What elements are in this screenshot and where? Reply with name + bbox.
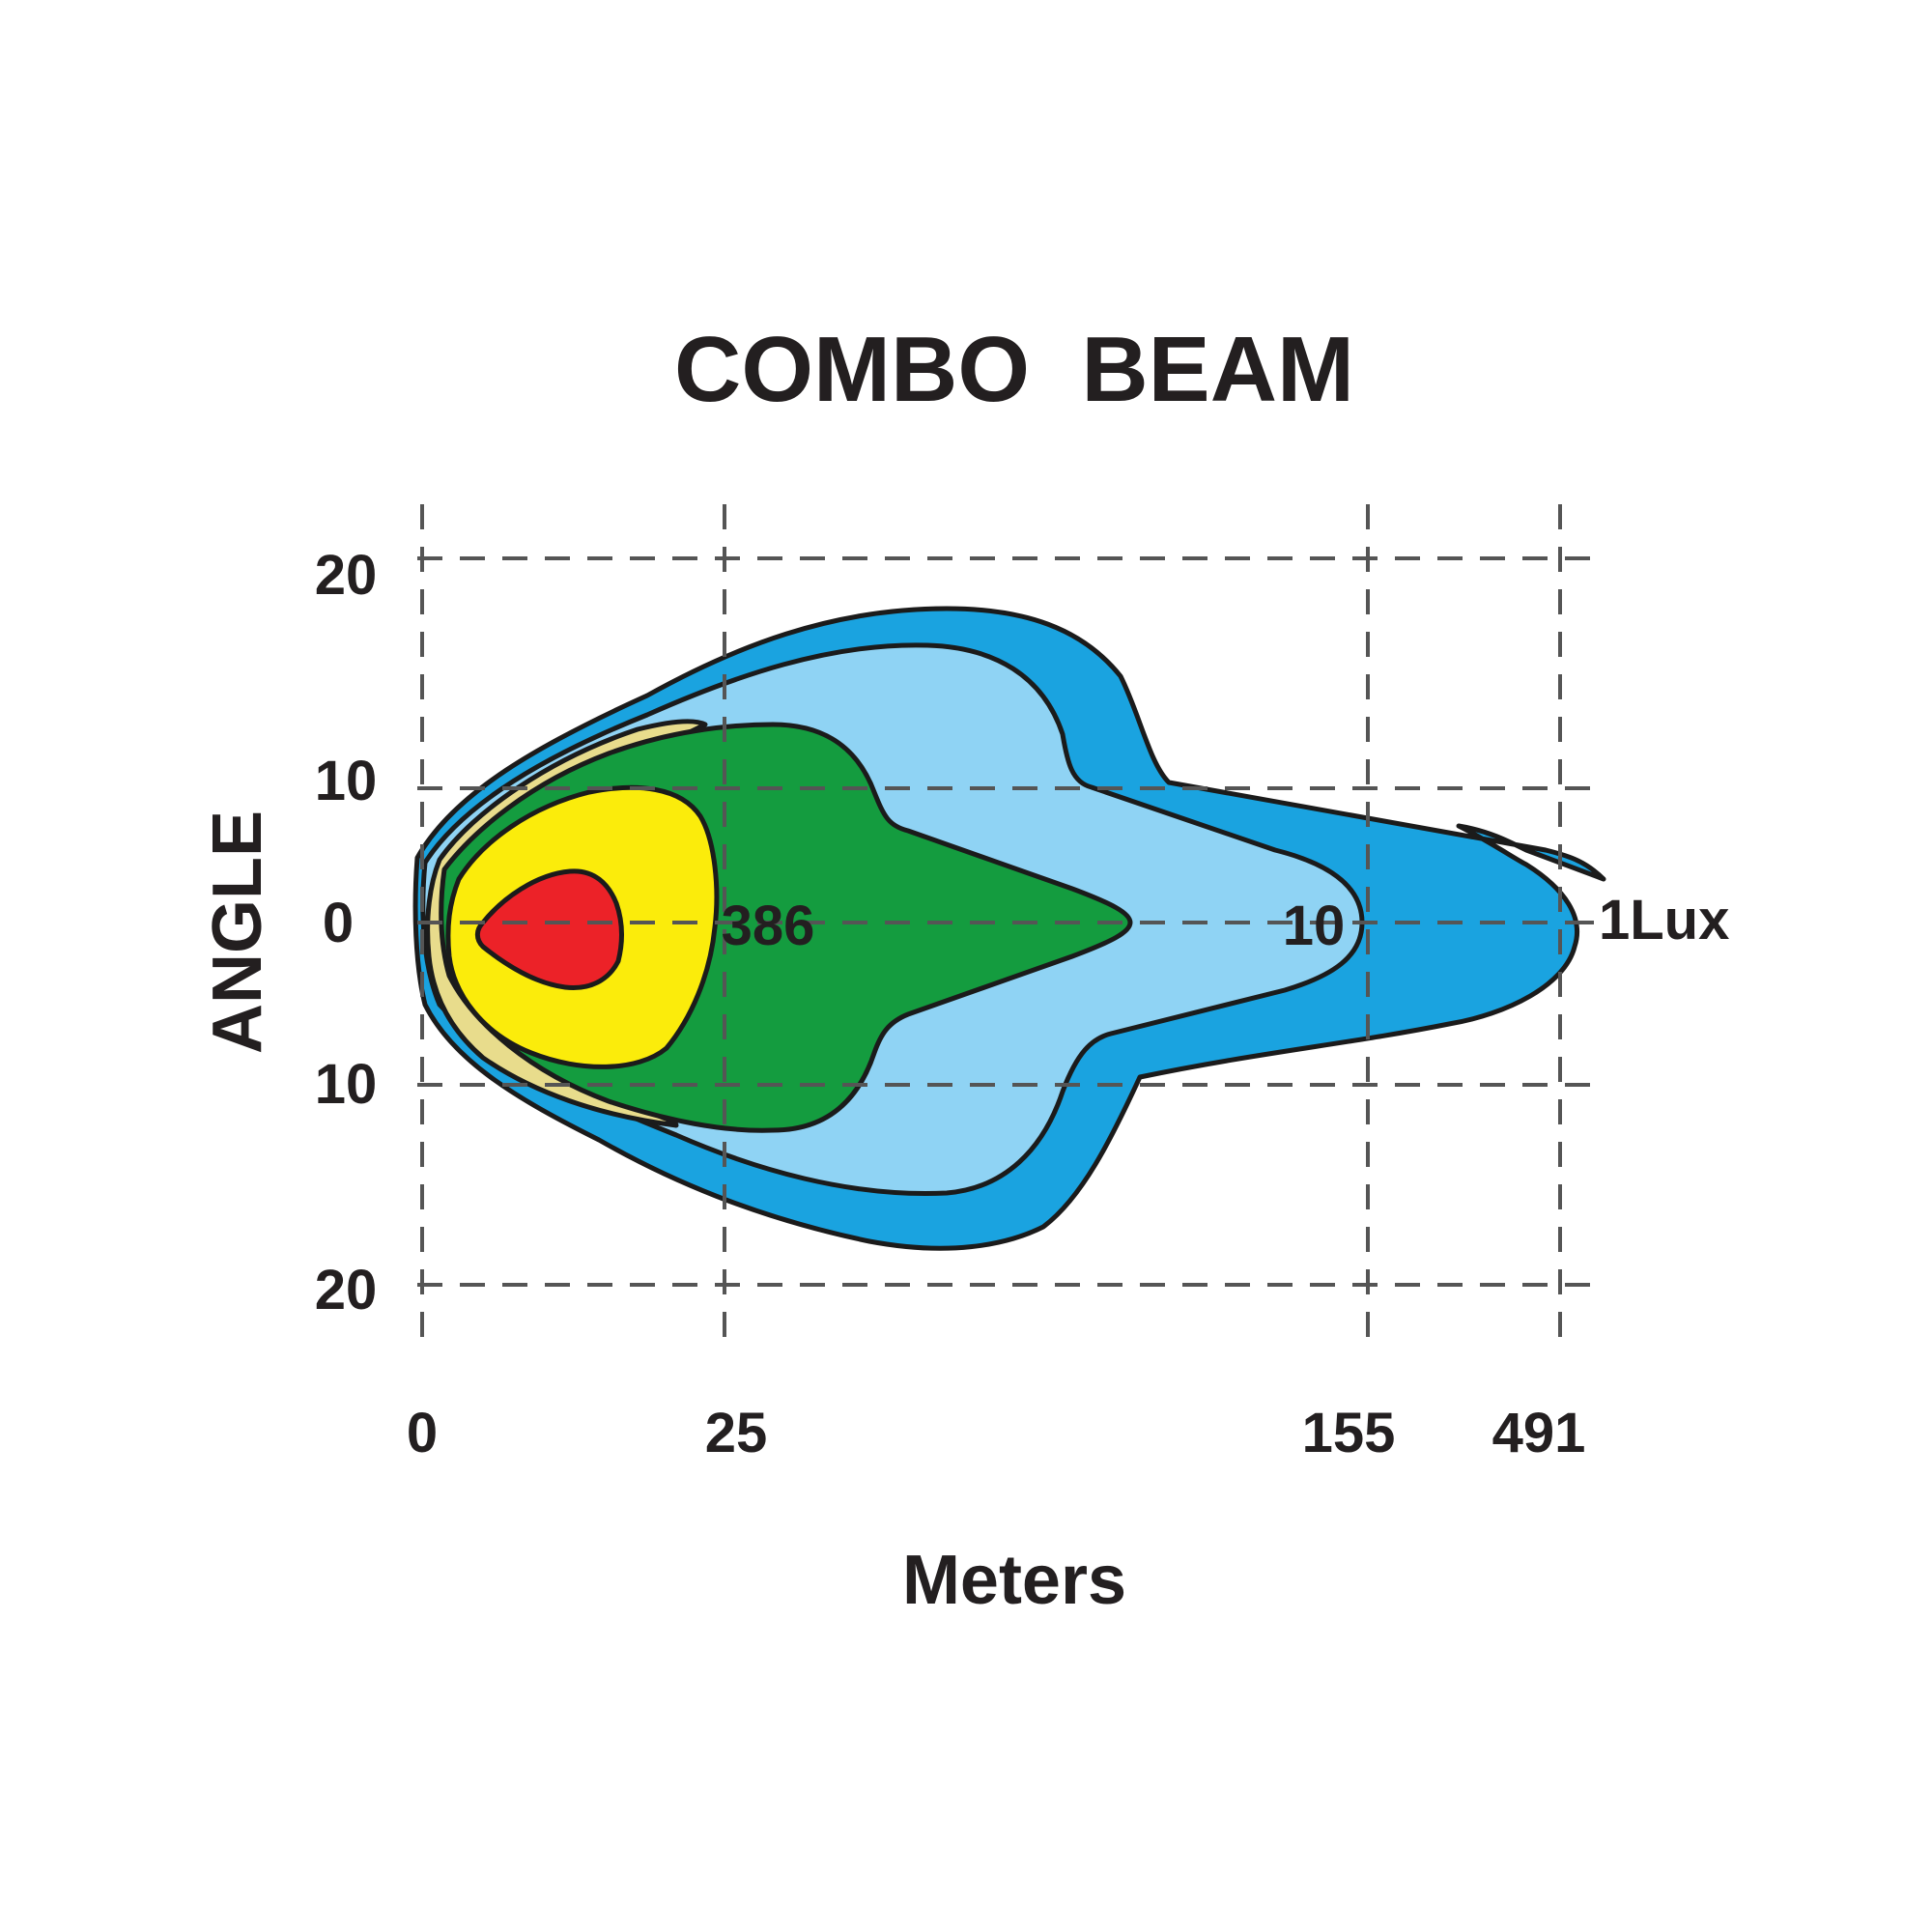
x-axis-ticks: 0 25 155 491: [407, 1402, 1586, 1464]
y-tick-label: 10: [315, 750, 378, 812]
y-tick-label: 0: [323, 892, 354, 954]
zone-label-10: 10: [1283, 895, 1346, 957]
beam-zones: [412, 606, 1606, 1251]
zone-peak: [474, 868, 624, 991]
y-axis-ticks: 20 10 0 10 20: [315, 544, 378, 1321]
zone-label-1lux: 1Lux: [1599, 889, 1729, 952]
zone-labels: 386 10 1Lux: [722, 889, 1730, 957]
x-axis-label: Meters: [902, 1542, 1126, 1619]
y-tick-label: 20: [315, 544, 378, 607]
zone-label-386: 386: [722, 895, 815, 957]
x-tick-label: 25: [705, 1402, 768, 1464]
grid-lines: [417, 504, 1599, 1352]
x-tick-label: 0: [407, 1402, 438, 1464]
y-axis-label: ANGLE: [199, 810, 276, 1054]
y-tick-label: 10: [315, 1053, 378, 1116]
x-tick-label: 491: [1492, 1402, 1586, 1464]
x-tick-label: 155: [1302, 1402, 1396, 1464]
chart-title: COMBO BEAM: [674, 318, 1354, 421]
y-tick-label: 20: [315, 1259, 378, 1321]
